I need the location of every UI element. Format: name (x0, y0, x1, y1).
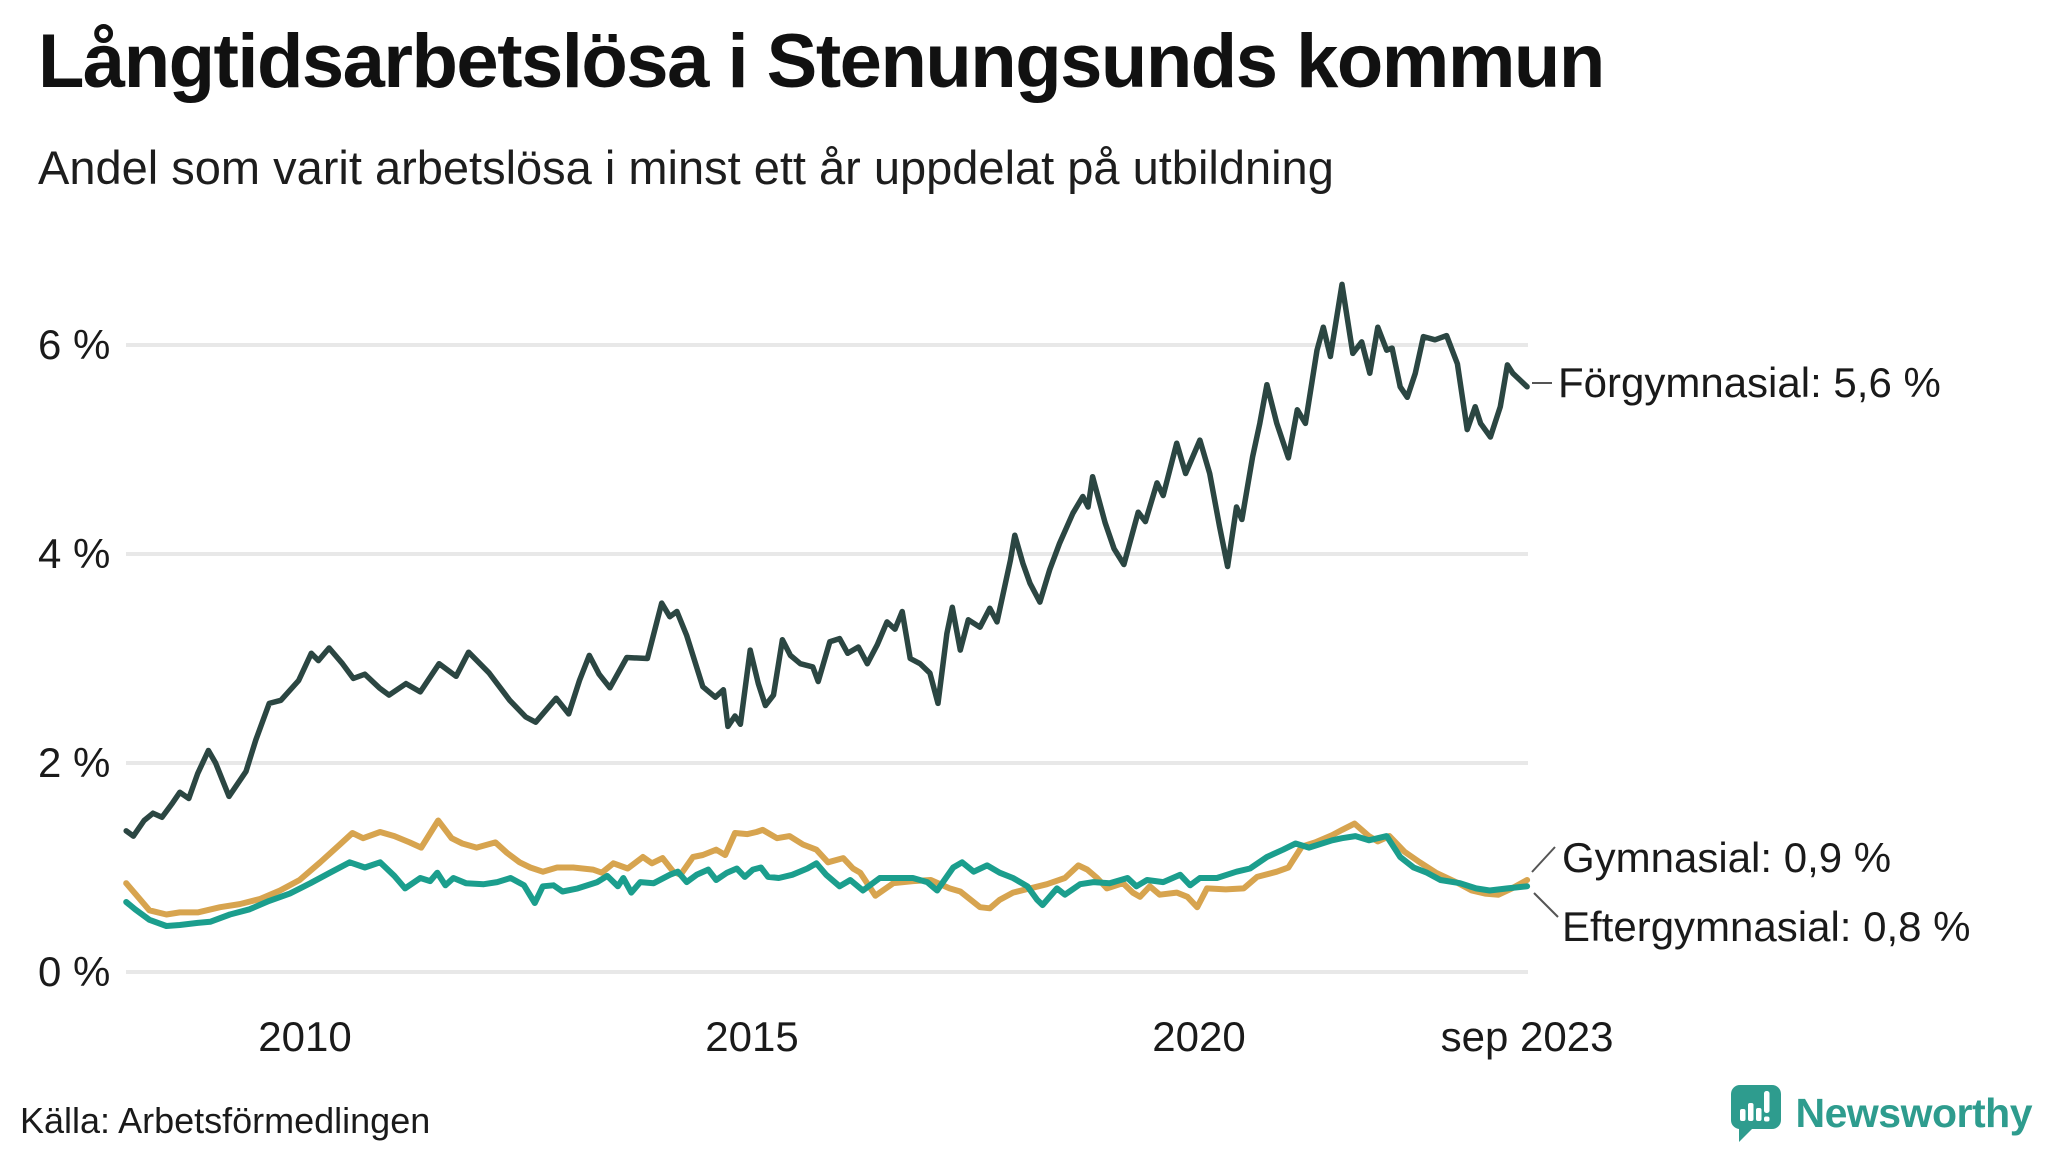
x-axis-tick-2015: 2015 (705, 1013, 799, 1060)
page-subtitle: Andel som varit arbetslösa i minst ett å… (38, 141, 1334, 194)
source-note: Källa: Arbetsförmedlingen (20, 1100, 431, 1141)
y-axis-tick-2: 2 % (38, 739, 111, 786)
series-line-förgymnasial (123, 281, 1530, 839)
x-axis-tick-2010: 2010 (258, 1013, 352, 1060)
x-axis-tick-2020: 2020 (1152, 1013, 1246, 1060)
newsworthy-logo-icon (1730, 1083, 1782, 1143)
series-end-label-gymnasial: Gymnasial: 0,9 % (1562, 834, 1892, 881)
y-axis-tick-0: 0 % (38, 948, 111, 995)
y-axis-tick-4: 4 % (38, 530, 111, 577)
series-line-gymnasial (123, 817, 1531, 918)
leader-line-gymnasial (1531, 846, 1556, 873)
series-end-label-eftergymnasial: Eftergymnasial: 0,8 % (1562, 903, 1971, 950)
series-line-eftergymnasial (123, 833, 1531, 929)
newsworthy-branding: Newsworthy (1730, 1083, 2033, 1143)
y-axis-tick-6: 6 % (38, 321, 111, 368)
leader-line-eftergymnasial (1533, 892, 1559, 918)
x-axis-tick-sep-2023: sep 2023 (1440, 1013, 1614, 1060)
series-end-label-förgymnasial: Förgymnasial: 5,6 % (1558, 359, 1941, 406)
page-title: Långtidsarbetslösa i Stenungsunds kommun (38, 19, 1605, 104)
newsworthy-wordmark: Newsworthy (1795, 1089, 2033, 1136)
